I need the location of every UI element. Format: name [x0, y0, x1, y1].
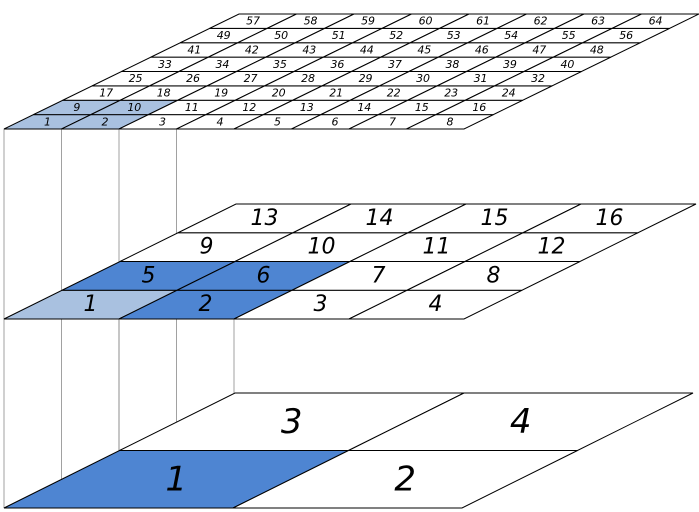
cell-label: 2: [101, 115, 108, 128]
cell-label: 7: [372, 263, 386, 288]
cell-label: 62: [534, 15, 548, 28]
grid-cell: [522, 203, 697, 234]
cell-label: 31: [474, 72, 488, 85]
cell-label: 13: [251, 206, 279, 231]
cell-label: 9: [73, 101, 80, 114]
grid-layer-2x2: 1 2 3 4: [3, 392, 694, 509]
cell-label: 16: [596, 206, 624, 231]
cell-label: 41: [187, 43, 201, 56]
cell-label: 6: [257, 263, 271, 288]
cell-label: 21: [329, 87, 343, 100]
cell-label: 14: [357, 101, 371, 114]
cell-label: 24: [502, 87, 516, 100]
cell-label: 12: [242, 101, 256, 114]
cell-label: 2: [199, 292, 213, 317]
cell-label: 25: [129, 72, 143, 85]
cell-label: 49: [217, 29, 231, 42]
cell-label: 64: [649, 15, 663, 28]
cell-label: 34: [215, 58, 229, 71]
cell-label: 10: [308, 235, 336, 260]
grid-cell: [611, 13, 699, 29]
cell-label: 38: [445, 58, 459, 71]
cell-label: 15: [481, 206, 509, 231]
cell-label: 57: [246, 15, 260, 28]
cell-label: 33: [158, 58, 172, 71]
cell-label: 58: [304, 15, 318, 28]
cell-label: 5: [274, 115, 281, 128]
cell-label: 10: [127, 101, 141, 114]
cell-label: 27: [244, 72, 258, 85]
cell-label: 18: [157, 87, 171, 100]
cell-label: 56: [619, 29, 633, 42]
cell-label: 55: [562, 29, 576, 42]
cell-label: 4: [429, 292, 443, 317]
cell-label: 8: [446, 115, 453, 128]
cell-label: 63: [591, 15, 605, 28]
cell-label: 44: [360, 43, 374, 56]
cell-label: 30: [416, 72, 430, 85]
cell-label: 23: [444, 87, 458, 100]
cell-label: 1: [165, 459, 187, 499]
cell-label: 48: [590, 43, 604, 56]
cell-label: 26: [186, 72, 200, 85]
cell-label: 1: [44, 115, 51, 128]
cell-label: 5: [142, 263, 156, 288]
cell-label: 3: [281, 402, 303, 442]
cell-label: 11: [185, 101, 199, 114]
cell-label: 54: [504, 29, 518, 42]
cell-label: 39: [503, 58, 517, 71]
cell-label: 40: [560, 58, 574, 71]
cell-label: 12: [538, 235, 566, 260]
cell-label: 4: [510, 402, 532, 442]
cell-label: 60: [419, 15, 433, 28]
cell-label: 59: [361, 15, 375, 28]
cell-label: 16: [472, 101, 486, 114]
cell-label: 37: [388, 58, 402, 71]
cell-label: 35: [273, 58, 287, 71]
cell-label: 20: [272, 87, 286, 100]
cell-label: 3: [314, 292, 328, 317]
cell-label: 32: [531, 72, 545, 85]
cell-label: 52: [389, 29, 403, 42]
cell-label: 53: [447, 29, 461, 42]
cell-label: 45: [417, 43, 431, 56]
cell-label: 1: [84, 292, 98, 317]
cell-label: 22: [387, 87, 401, 100]
cell-label: 3: [159, 115, 166, 128]
cell-label: 2: [394, 459, 416, 499]
cell-label: 11: [423, 235, 451, 260]
grid-cell: [348, 392, 694, 451]
cell-label: 6: [331, 115, 338, 128]
cell-label: 42: [245, 43, 259, 56]
cell-label: 14: [366, 206, 394, 231]
cell-label: 13: [300, 101, 314, 114]
cell-label: 15: [415, 101, 429, 114]
cell-label: 47: [532, 43, 546, 56]
cell-label: 28: [301, 72, 315, 85]
cell-label: 50: [274, 29, 288, 42]
cell-label: 51: [332, 29, 346, 42]
cell-label: 7: [389, 115, 396, 128]
cell-label: 17: [99, 87, 113, 100]
cell-label: 36: [330, 58, 344, 71]
cell-label: 8: [487, 263, 501, 288]
cell-label: 61: [476, 15, 490, 28]
cell-label: 46: [475, 43, 489, 56]
cell-label: 29: [359, 72, 373, 85]
cell-label: 19: [214, 87, 228, 100]
cell-label: 9: [200, 235, 214, 260]
cell-label: 4: [216, 115, 223, 128]
cell-label: 43: [302, 43, 316, 56]
